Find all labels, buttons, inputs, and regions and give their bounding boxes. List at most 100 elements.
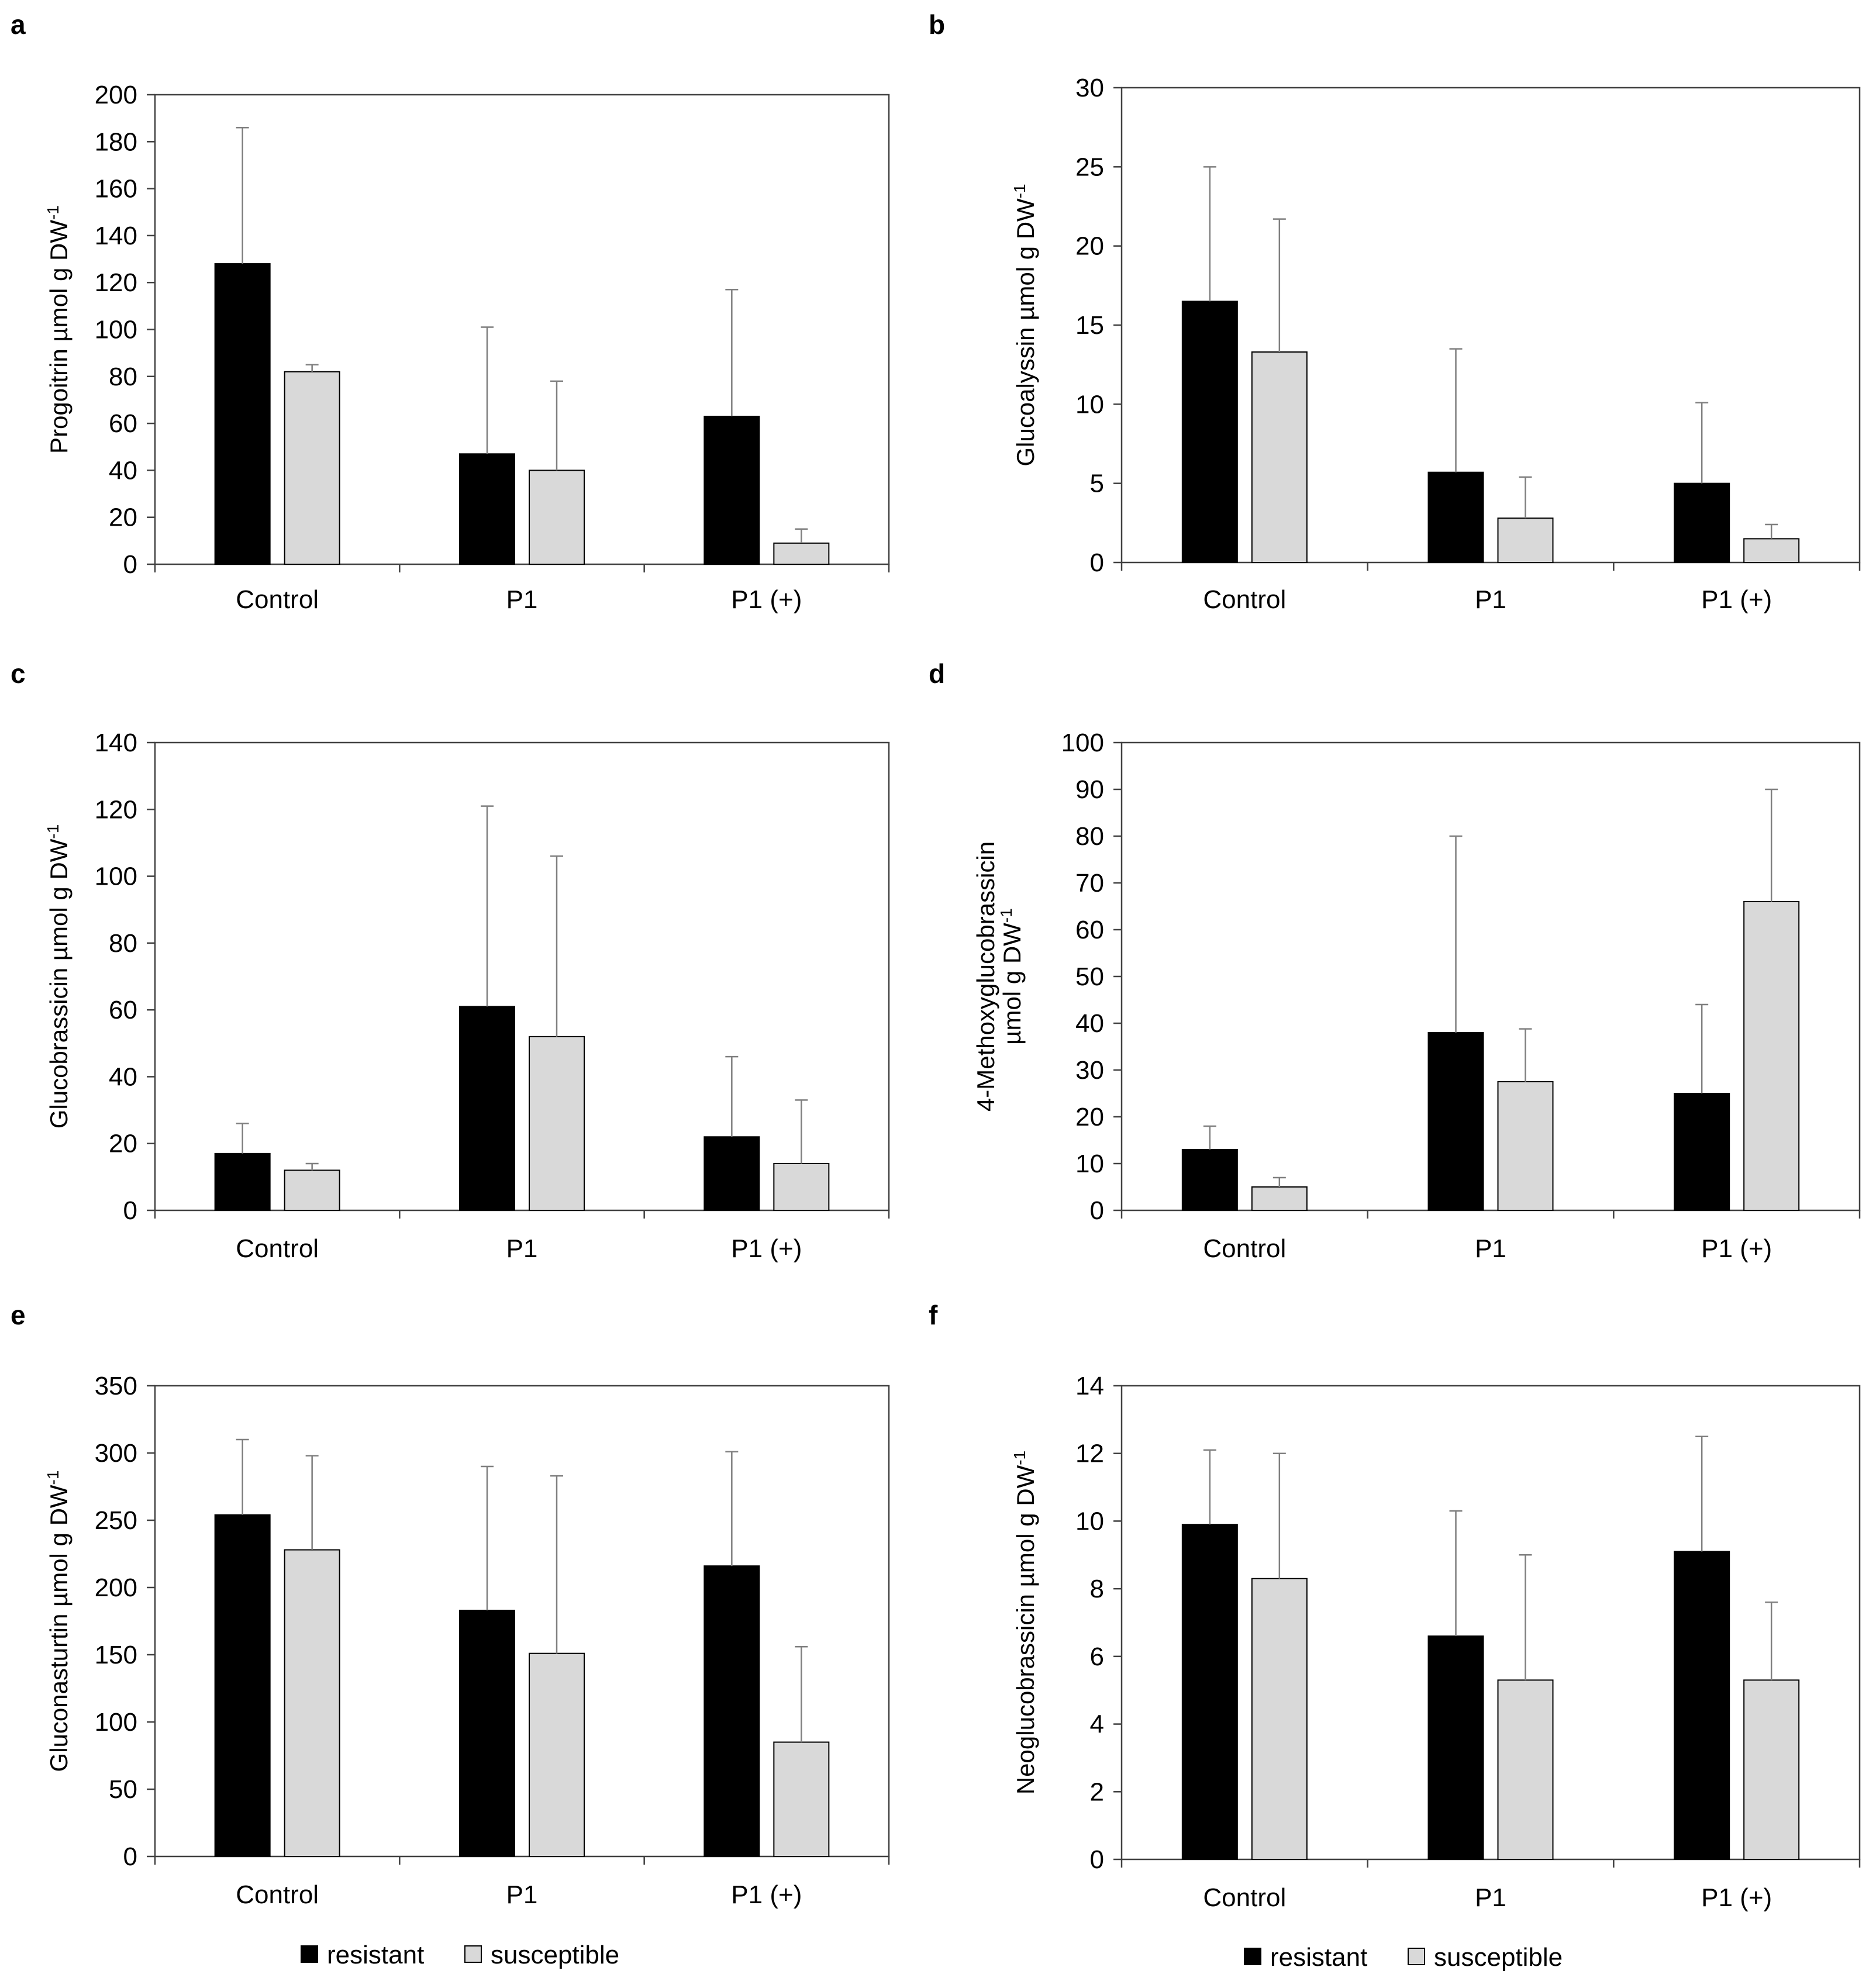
- y-axis-title: µmol g DW-1: [997, 908, 1026, 1044]
- panel-letter: f: [929, 1300, 938, 1330]
- bar-resistant: [214, 1152, 271, 1212]
- y-tick-label: 10: [1075, 390, 1104, 419]
- x-category-label: P1: [506, 1880, 538, 1909]
- y-tick-label: 30: [1075, 74, 1104, 102]
- y-tick-label: 40: [1075, 1009, 1104, 1038]
- y-tick-label: 350: [95, 1372, 137, 1400]
- y-tick-label: 30: [1075, 1056, 1104, 1085]
- bar-susceptible: [1497, 1081, 1554, 1211]
- bar-resistant: [1181, 301, 1238, 564]
- y-tick-label: 0: [1090, 1196, 1104, 1225]
- y-tick-label: 90: [1075, 775, 1104, 804]
- x-category-label: Control: [236, 585, 319, 614]
- bar-resistant: [1427, 471, 1484, 563]
- legend-label-resistant: resistant: [327, 1941, 424, 1969]
- x-category-label: Control: [1203, 1234, 1286, 1263]
- chart-panel-c: c 0 20 40 60 80 100 120 140 Control P1 P1 (+) Glucob…: [11, 658, 890, 1263]
- y-axis-title: 4-Methoxyglucobrassicin: [972, 841, 999, 1112]
- plot-frame: [154, 1385, 890, 1858]
- chart-panel-a: a 0 20 40 60 80 100 120 140 160 180 200 Control P1 P1 …: [11, 9, 890, 614]
- y-tick-label: 14: [1075, 1372, 1104, 1400]
- y-tick-label: 120: [95, 795, 137, 824]
- bar-susceptible: [284, 371, 340, 565]
- plot-frame: [1120, 1385, 1861, 1861]
- bar-resistant: [704, 1565, 760, 1857]
- y-tick-label: 60: [1075, 916, 1104, 944]
- y-tick-label: 40: [109, 456, 137, 485]
- y-tick-label: 50: [109, 1775, 137, 1804]
- y-tick-label: 160: [95, 175, 137, 203]
- chart-panel-b: b 0 5 10 15 20 25 30 Control P1 P1 (+) Glucoalyssin…: [929, 9, 1861, 614]
- x-category-label: Control: [236, 1880, 319, 1909]
- y-tick-label: 15: [1075, 311, 1104, 340]
- y-tick-label: 4: [1090, 1710, 1104, 1739]
- y-tick-label: 20: [1075, 1103, 1104, 1131]
- bar-susceptible: [773, 542, 830, 565]
- chart-panel-f: f 0 2 4 6 8 10 12 14 Control P1 P1 (+) Neoglucobrass…: [929, 1300, 1861, 1912]
- bar-resistant: [214, 263, 271, 565]
- bar-resistant: [1674, 1093, 1730, 1211]
- x-category-label: P1: [506, 585, 538, 614]
- x-category-label: P1 (+): [1701, 1883, 1772, 1912]
- legend-swatch-resistant: [1244, 1948, 1261, 1965]
- y-tick-label: 150: [95, 1641, 137, 1669]
- x-category-label: P1: [1475, 1883, 1506, 1912]
- x-category-label: P1: [1475, 1234, 1506, 1263]
- y-tick-label: 0: [123, 1842, 137, 1871]
- y-tick-label: 40: [109, 1062, 137, 1091]
- bar-resistant: [1674, 1551, 1730, 1860]
- y-tick-label: 80: [109, 929, 137, 958]
- y-tick-label: 20: [109, 503, 137, 532]
- bar-resistant: [459, 1610, 515, 1858]
- y-axis-title: Gluconasturtin µmol g DW-1: [44, 1471, 73, 1772]
- bar-resistant: [214, 1514, 271, 1858]
- y-tick-label: 200: [95, 81, 137, 109]
- y-tick-label: 140: [95, 729, 137, 757]
- x-category-label: Control: [1203, 585, 1286, 614]
- bar-resistant: [459, 453, 515, 565]
- bar-resistant: [704, 1136, 760, 1212]
- legend-label-resistant: resistant: [1270, 1943, 1367, 1972]
- y-tick-label: 20: [1075, 232, 1104, 261]
- legend-swatch-susceptible: [1408, 1948, 1425, 1965]
- y-tick-label: 0: [123, 1196, 137, 1225]
- bar-susceptible: [1743, 1679, 1800, 1861]
- x-category-label: Control: [236, 1234, 319, 1263]
- legend-label-susceptible: susceptible: [1434, 1943, 1563, 1972]
- bar-susceptible: [1743, 538, 1800, 564]
- y-tick-label: 100: [95, 862, 137, 891]
- y-tick-label: 180: [95, 127, 137, 156]
- y-tick-label: 80: [109, 363, 137, 391]
- legend: resistant susceptible: [1244, 1943, 1563, 1972]
- x-category-label: P1 (+): [731, 585, 802, 614]
- y-tick-label: 12: [1075, 1440, 1104, 1468]
- y-tick-label: 0: [1090, 548, 1104, 577]
- bar-resistant: [1427, 1032, 1484, 1211]
- panel-letter: e: [11, 1300, 26, 1330]
- bar-resistant: [1427, 1635, 1484, 1860]
- legend: resistant susceptible: [301, 1941, 619, 1969]
- y-tick-label: 8: [1090, 1575, 1104, 1603]
- bar-susceptible: [1251, 1578, 1308, 1860]
- y-tick-label: 50: [1075, 962, 1104, 991]
- y-tick-label: 70: [1075, 869, 1104, 898]
- y-tick-label: 300: [95, 1439, 137, 1468]
- bar-resistant: [1181, 1149, 1238, 1211]
- y-tick-label: 20: [109, 1130, 137, 1158]
- x-category-label: P1 (+): [1701, 1234, 1772, 1263]
- y-tick-label: 80: [1075, 822, 1104, 851]
- legend-swatch-resistant: [301, 1945, 318, 1963]
- y-tick-label: 0: [123, 550, 137, 579]
- y-tick-label: 100: [1061, 729, 1104, 757]
- bar-resistant: [704, 416, 760, 565]
- legend-swatch-susceptible: [464, 1945, 482, 1963]
- bar-resistant: [1674, 482, 1730, 564]
- y-tick-label: 100: [95, 1708, 137, 1737]
- bar-susceptible: [1251, 1186, 1308, 1211]
- y-tick-label: 2: [1090, 1778, 1104, 1806]
- bar-susceptible: [529, 470, 585, 565]
- y-tick-label: 140: [95, 222, 137, 250]
- y-tick-label: 0: [1090, 1845, 1104, 1874]
- bar-resistant: [459, 1006, 515, 1212]
